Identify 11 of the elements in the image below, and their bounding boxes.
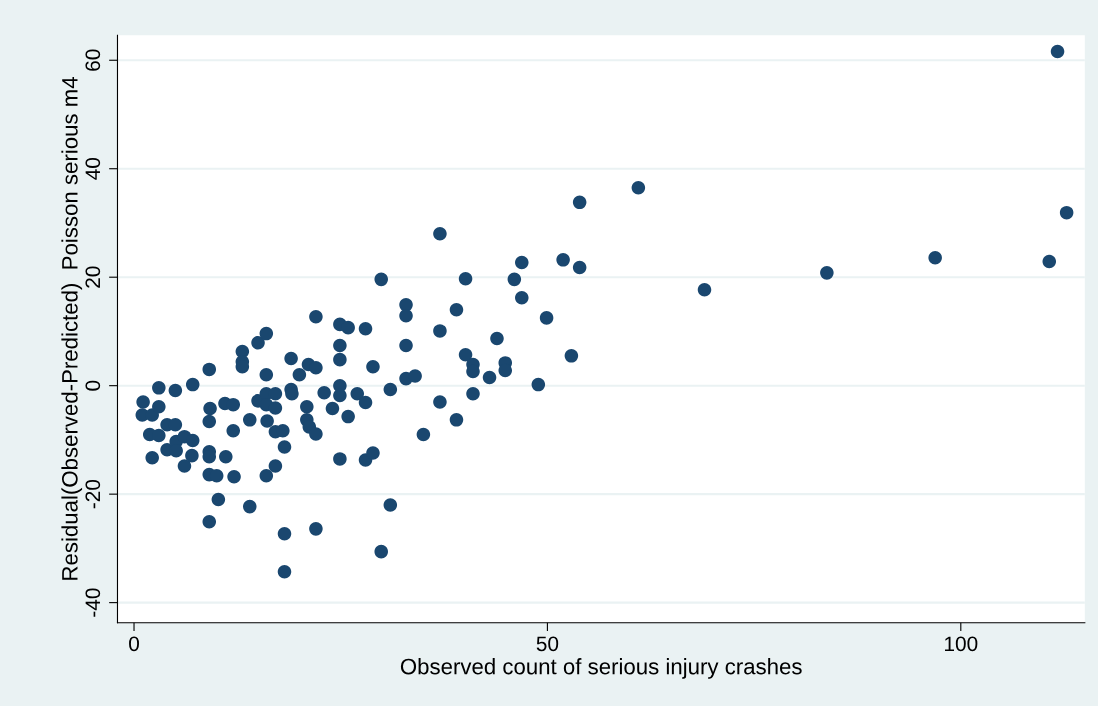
y-tick-label: -40: [85, 588, 101, 617]
y-tick-label: 0: [85, 380, 101, 391]
y-tick-label: 40: [85, 157, 101, 180]
y-tick-label: -20: [85, 479, 101, 509]
x-tick-label: 0: [129, 636, 139, 652]
x-tick-label: 100: [945, 636, 978, 652]
x-axis-title: Observed count of serious injury crashes: [400, 658, 802, 679]
y-tick-label: 20: [85, 266, 101, 288]
y-tick-label: 60: [85, 49, 101, 71]
y-axis-title: Residual(Observed-Predicted) Poisson serious m4: [61, 77, 83, 580]
x-tick-label: 50: [536, 636, 559, 652]
